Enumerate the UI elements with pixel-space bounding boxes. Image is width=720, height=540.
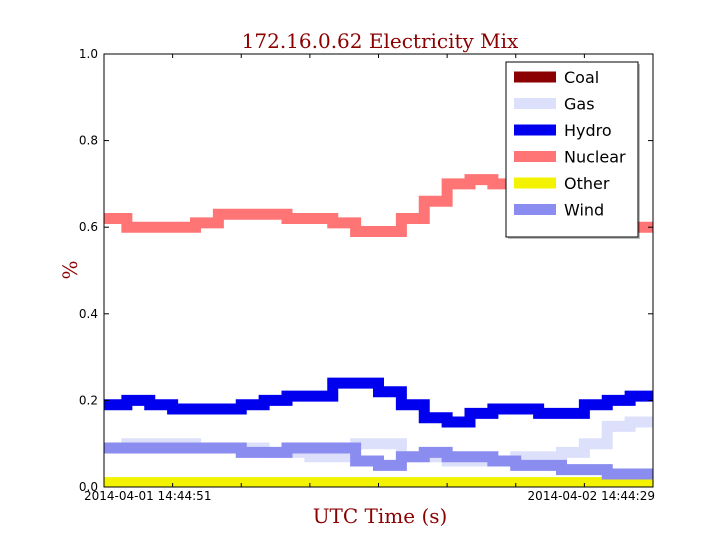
y-tick-label: 0.6 bbox=[79, 220, 98, 234]
x-tick-label-end: 2014-04-02 14:44:29 bbox=[528, 489, 655, 503]
y-tick-label: 0.2 bbox=[79, 393, 98, 407]
series-line-hydro bbox=[104, 377, 653, 428]
legend-label-coal: Coal bbox=[564, 68, 599, 87]
x-axis-label: UTC Time (s) bbox=[313, 504, 448, 528]
legend-label-other: Other bbox=[564, 174, 610, 193]
y-tick-label: 0.0 bbox=[79, 480, 98, 494]
legend-label-gas: Gas bbox=[564, 95, 595, 114]
legend-label-hydro: Hydro bbox=[564, 121, 612, 140]
series-line-wind bbox=[104, 442, 653, 480]
chart-title: 172.16.0.62 Electricity Mix bbox=[242, 29, 519, 53]
y-tick-label: 0.8 bbox=[79, 134, 98, 148]
x-tick-label-start: 2014-04-01 14:44:51 bbox=[84, 489, 211, 503]
legend-label-wind: Wind bbox=[564, 201, 604, 220]
y-axis-label: % bbox=[58, 260, 82, 279]
legend: Coal Gas Hydro Nuclear Other Wind bbox=[505, 61, 640, 239]
series-line-gas bbox=[104, 416, 653, 467]
y-tick-label: 1.0 bbox=[79, 47, 98, 61]
ticks-layer: 0.0 0.2 0.4 0.6 0.8 1.0 2014-04-01 14:44:51 201… bbox=[79, 47, 655, 503]
y-tick-label: 0.4 bbox=[79, 307, 98, 321]
legend-label-nuclear: Nuclear bbox=[564, 148, 626, 167]
series-layer bbox=[104, 174, 653, 487]
